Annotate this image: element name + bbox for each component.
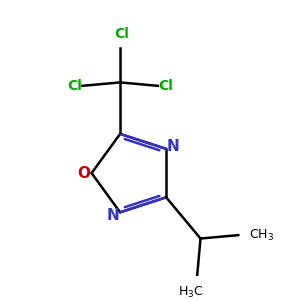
Text: Cl: Cl [67, 79, 82, 93]
Text: N: N [107, 208, 120, 223]
Text: CH$_3$: CH$_3$ [249, 228, 274, 243]
Text: H$_3$C: H$_3$C [178, 285, 204, 300]
Text: Cl: Cl [158, 79, 173, 93]
Text: N: N [167, 139, 179, 154]
Text: O: O [78, 166, 91, 181]
Text: Cl: Cl [114, 27, 129, 41]
